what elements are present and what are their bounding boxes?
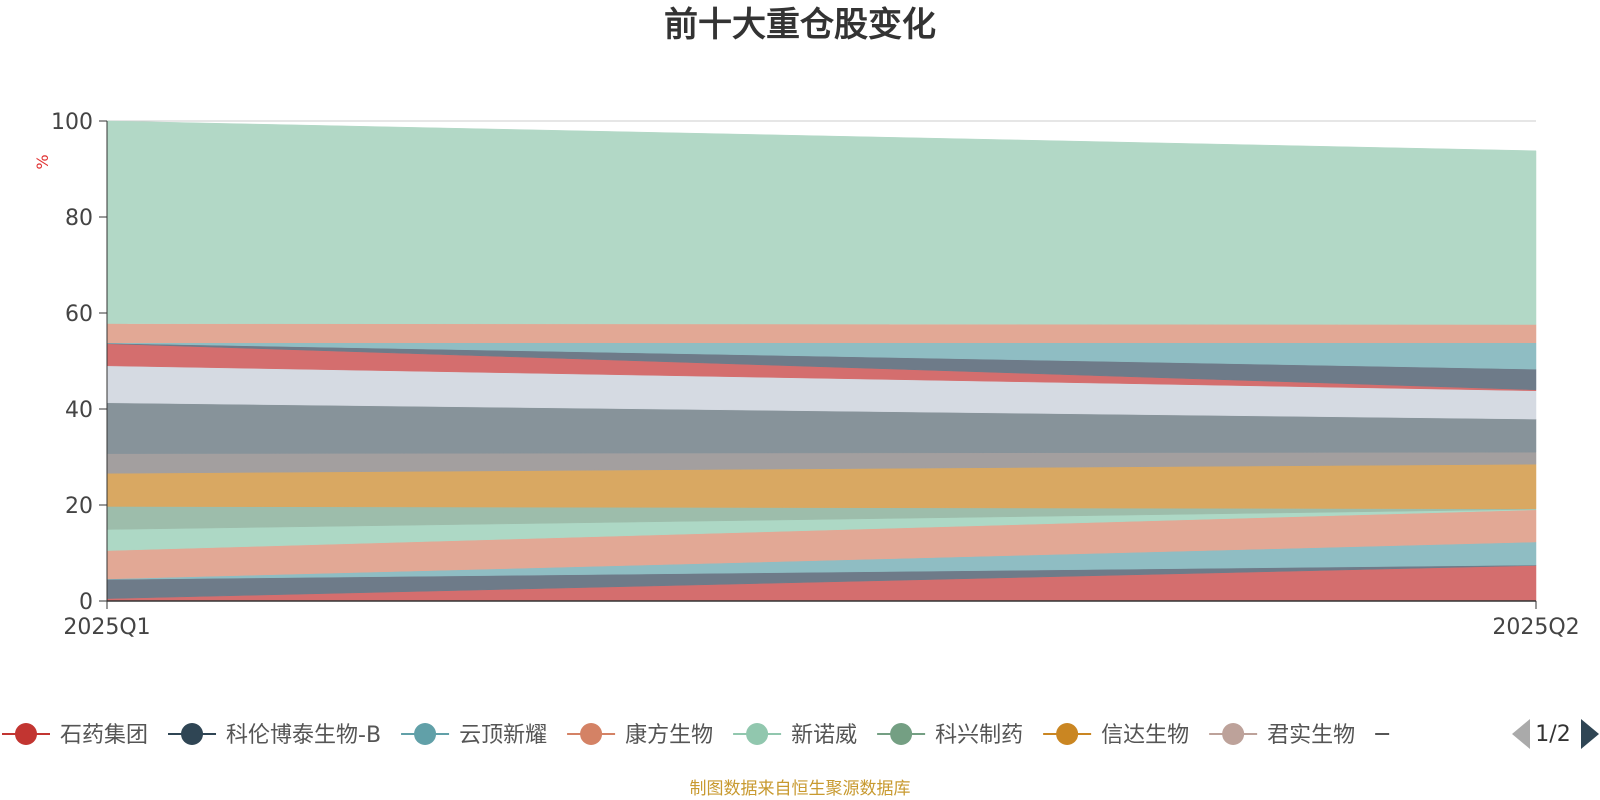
legend: 石药集团 科伦博泰生物-B 云顶新耀 康方生物 新诺威 科兴制药 信达生物 君实生物 — [2, 723, 1390, 748]
legend-label: 石药集团 — [60, 723, 148, 748]
legend-label: 科伦博泰生物-B — [226, 723, 381, 748]
legend-item[interactable]: 科伦博泰生物-B — [168, 723, 381, 748]
legend-marker-icon — [746, 723, 769, 745]
legend-item[interactable]: 信达生物 — [1043, 723, 1189, 748]
legend-marker-icon — [414, 723, 437, 745]
y-tick-label: 40 — [65, 398, 93, 423]
y-tick-label: 100 — [51, 110, 93, 135]
x-tick-label: 2025Q1 — [63, 615, 150, 640]
stacked-areas — [106, 120, 1537, 602]
legend-item[interactable]: 新诺威 — [733, 723, 857, 748]
y-tick-label: 60 — [65, 302, 93, 327]
legend-next-icon[interactable] — [1581, 719, 1599, 749]
y-axis-unit: % — [33, 154, 52, 169]
legend-item[interactable]: 云顶新耀 — [401, 723, 547, 748]
chart-title: 前十大重仓股变化 — [664, 5, 936, 45]
area-band-14 — [106, 323, 1537, 344]
legend-page-indicator: 1/2 — [1535, 722, 1570, 747]
legend-label: 信达生物 — [1101, 723, 1189, 748]
legend-marker-icon — [1056, 723, 1079, 745]
legend-label: 君实生物 — [1267, 723, 1355, 748]
x-tick-label: 2025Q2 — [1492, 615, 1579, 640]
y-tick-label: 0 — [79, 590, 93, 615]
legend-label: 云顶新耀 — [459, 723, 547, 748]
legend-item[interactable]: 康方生物 — [567, 723, 713, 748]
y-tick-label: 20 — [65, 494, 93, 519]
area-band-15 — [106, 120, 1537, 325]
legend-marker-icon — [580, 723, 603, 745]
legend-item[interactable]: 君实生物 — [1209, 723, 1355, 748]
legend-item[interactable]: 石药集团 — [2, 723, 148, 748]
legend-label: 康方生物 — [625, 723, 713, 748]
y-tick-label: 80 — [65, 206, 93, 231]
legend-label: 新诺威 — [791, 723, 857, 748]
data-source-note: 制图数据来自恒生聚源数据库 — [690, 779, 911, 799]
axes: 0 20 40 60 80 100 2025Q1 2025Q2 — [51, 110, 1580, 640]
legend-pager: 1/2 — [1512, 719, 1599, 749]
legend-label: 科兴制药 — [935, 723, 1023, 748]
legend-marker-icon — [181, 723, 204, 745]
legend-item[interactable]: 科兴制药 — [877, 723, 1023, 748]
legend-marker-icon — [15, 723, 37, 745]
legend-marker-icon — [1222, 723, 1245, 745]
legend-marker-icon — [890, 723, 913, 745]
legend-prev-icon[interactable] — [1512, 719, 1530, 749]
